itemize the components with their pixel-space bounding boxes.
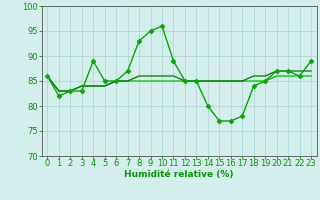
X-axis label: Humidité relative (%): Humidité relative (%) bbox=[124, 170, 234, 179]
